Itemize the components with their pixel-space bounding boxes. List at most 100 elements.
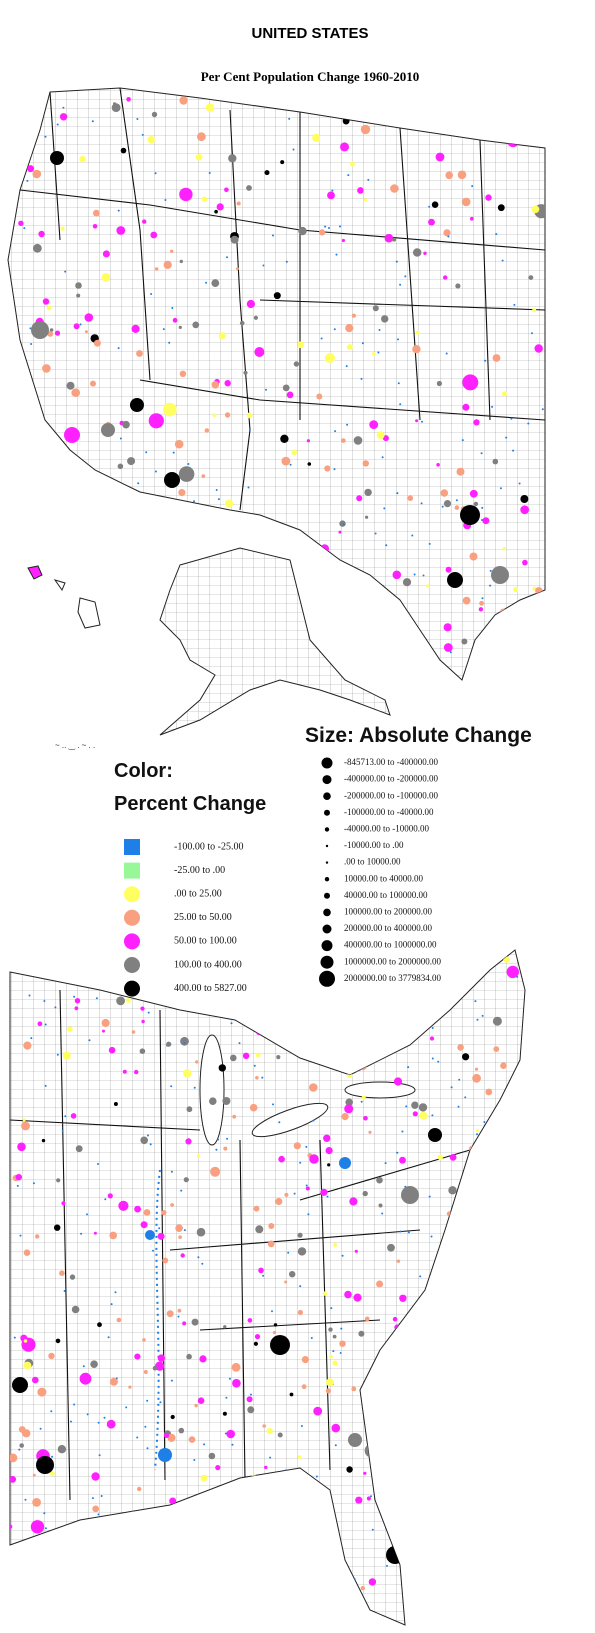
county-dot <box>378 1203 383 1208</box>
county-dot <box>137 482 140 485</box>
county-dot <box>372 305 379 312</box>
county-dot <box>139 1048 146 1054</box>
county-dot <box>331 1423 341 1433</box>
county-dot <box>75 282 82 289</box>
county-dot <box>487 108 494 116</box>
county-dot <box>291 449 298 456</box>
county-dot <box>216 203 224 211</box>
county-dot <box>126 97 131 102</box>
county-dot <box>428 542 431 545</box>
county-dot <box>54 1006 57 1009</box>
county-dot <box>113 1102 118 1106</box>
county-dot <box>136 350 143 357</box>
county-dot <box>147 136 155 144</box>
legend-label: 100000.00 to 200000.00 <box>344 906 433 916</box>
county-dot <box>334 1444 337 1447</box>
county-dot <box>246 412 253 419</box>
legend-swatch <box>124 980 140 997</box>
county-dot <box>458 1078 461 1081</box>
county-dot <box>330 1307 333 1310</box>
county-dot <box>93 339 101 347</box>
county-dot <box>230 1022 233 1025</box>
county-dot <box>293 1192 296 1195</box>
county-dot <box>39 1427 42 1430</box>
county-dot <box>76 648 78 651</box>
county-dot <box>462 1053 470 1061</box>
county-dot <box>366 1496 371 1501</box>
county-dot <box>10 1476 17 1483</box>
county-dot <box>509 1213 518 1222</box>
county-dot <box>80 1232 83 1235</box>
county-dot <box>284 1192 289 1197</box>
county-dot <box>118 1200 129 1211</box>
county-dot <box>84 313 94 322</box>
county-dot <box>289 1271 296 1278</box>
county-dot <box>226 1429 235 1439</box>
county-dot <box>67 1026 73 1032</box>
county-dot <box>86 1213 88 1216</box>
county-dot <box>196 1154 201 1158</box>
county-dot <box>503 956 510 963</box>
county-dot <box>63 1290 66 1292</box>
county-dot <box>264 170 270 176</box>
county-dot <box>505 1361 508 1364</box>
county-dot <box>205 281 208 284</box>
county-dot <box>265 983 270 987</box>
county-dot <box>90 572 93 575</box>
county-dot <box>269 1456 272 1459</box>
legend-size-circle <box>319 970 335 987</box>
county-dot <box>74 1006 79 1011</box>
county-dot <box>346 950 349 953</box>
county-dot <box>197 132 206 142</box>
county-dot <box>26 421 31 425</box>
county-dot <box>100 1495 103 1497</box>
county-dot <box>111 103 121 112</box>
county-dot <box>201 474 206 478</box>
county-dot <box>74 971 77 974</box>
hawaii-outline <box>27 565 101 629</box>
county-dot <box>143 1209 151 1216</box>
county-dot <box>73 1403 76 1406</box>
county-dot <box>145 976 150 981</box>
county-dot <box>285 983 290 988</box>
county-dot <box>278 526 282 530</box>
county-dot <box>183 1229 186 1232</box>
county-dot <box>101 1018 110 1028</box>
county-dot <box>415 1021 418 1024</box>
county-dot <box>425 1448 428 1451</box>
county-dot <box>185 1138 192 1145</box>
county-dot <box>13 1336 16 1339</box>
county-dot <box>208 1452 216 1460</box>
county-dot <box>179 259 183 264</box>
county-dot <box>328 1327 333 1332</box>
county-dot <box>315 1523 318 1526</box>
legend-size-circle <box>324 827 330 832</box>
county-dot <box>247 1541 253 1547</box>
county-dot <box>230 235 239 244</box>
county-dot <box>342 106 352 116</box>
county-dot <box>170 1203 175 1207</box>
county-dot <box>174 439 184 449</box>
county-dot <box>61 1201 66 1206</box>
county-dot <box>503 1218 506 1221</box>
county-dot <box>291 1535 295 1540</box>
county-dot <box>116 486 121 491</box>
county-dot <box>157 1354 166 1362</box>
county-dot <box>355 1496 363 1504</box>
county-dot <box>86 1413 89 1416</box>
legend-size-circle <box>323 792 331 800</box>
county-dot <box>266 1428 273 1435</box>
county-dot <box>516 1211 519 1214</box>
county-dot <box>422 574 425 577</box>
county-dot <box>426 584 430 588</box>
county-dot <box>493 1046 500 1052</box>
county-dot <box>101 273 111 282</box>
map-title: UNITED STATES <box>252 25 369 42</box>
county-dot <box>454 505 460 510</box>
county-dot <box>382 435 389 442</box>
county-dot <box>255 1076 259 1080</box>
county-dot <box>432 1014 435 1017</box>
county-dot <box>386 1564 388 1567</box>
legend-label: 2000000.00 to 3779834.00 <box>344 973 442 983</box>
county-dot <box>170 1170 173 1173</box>
